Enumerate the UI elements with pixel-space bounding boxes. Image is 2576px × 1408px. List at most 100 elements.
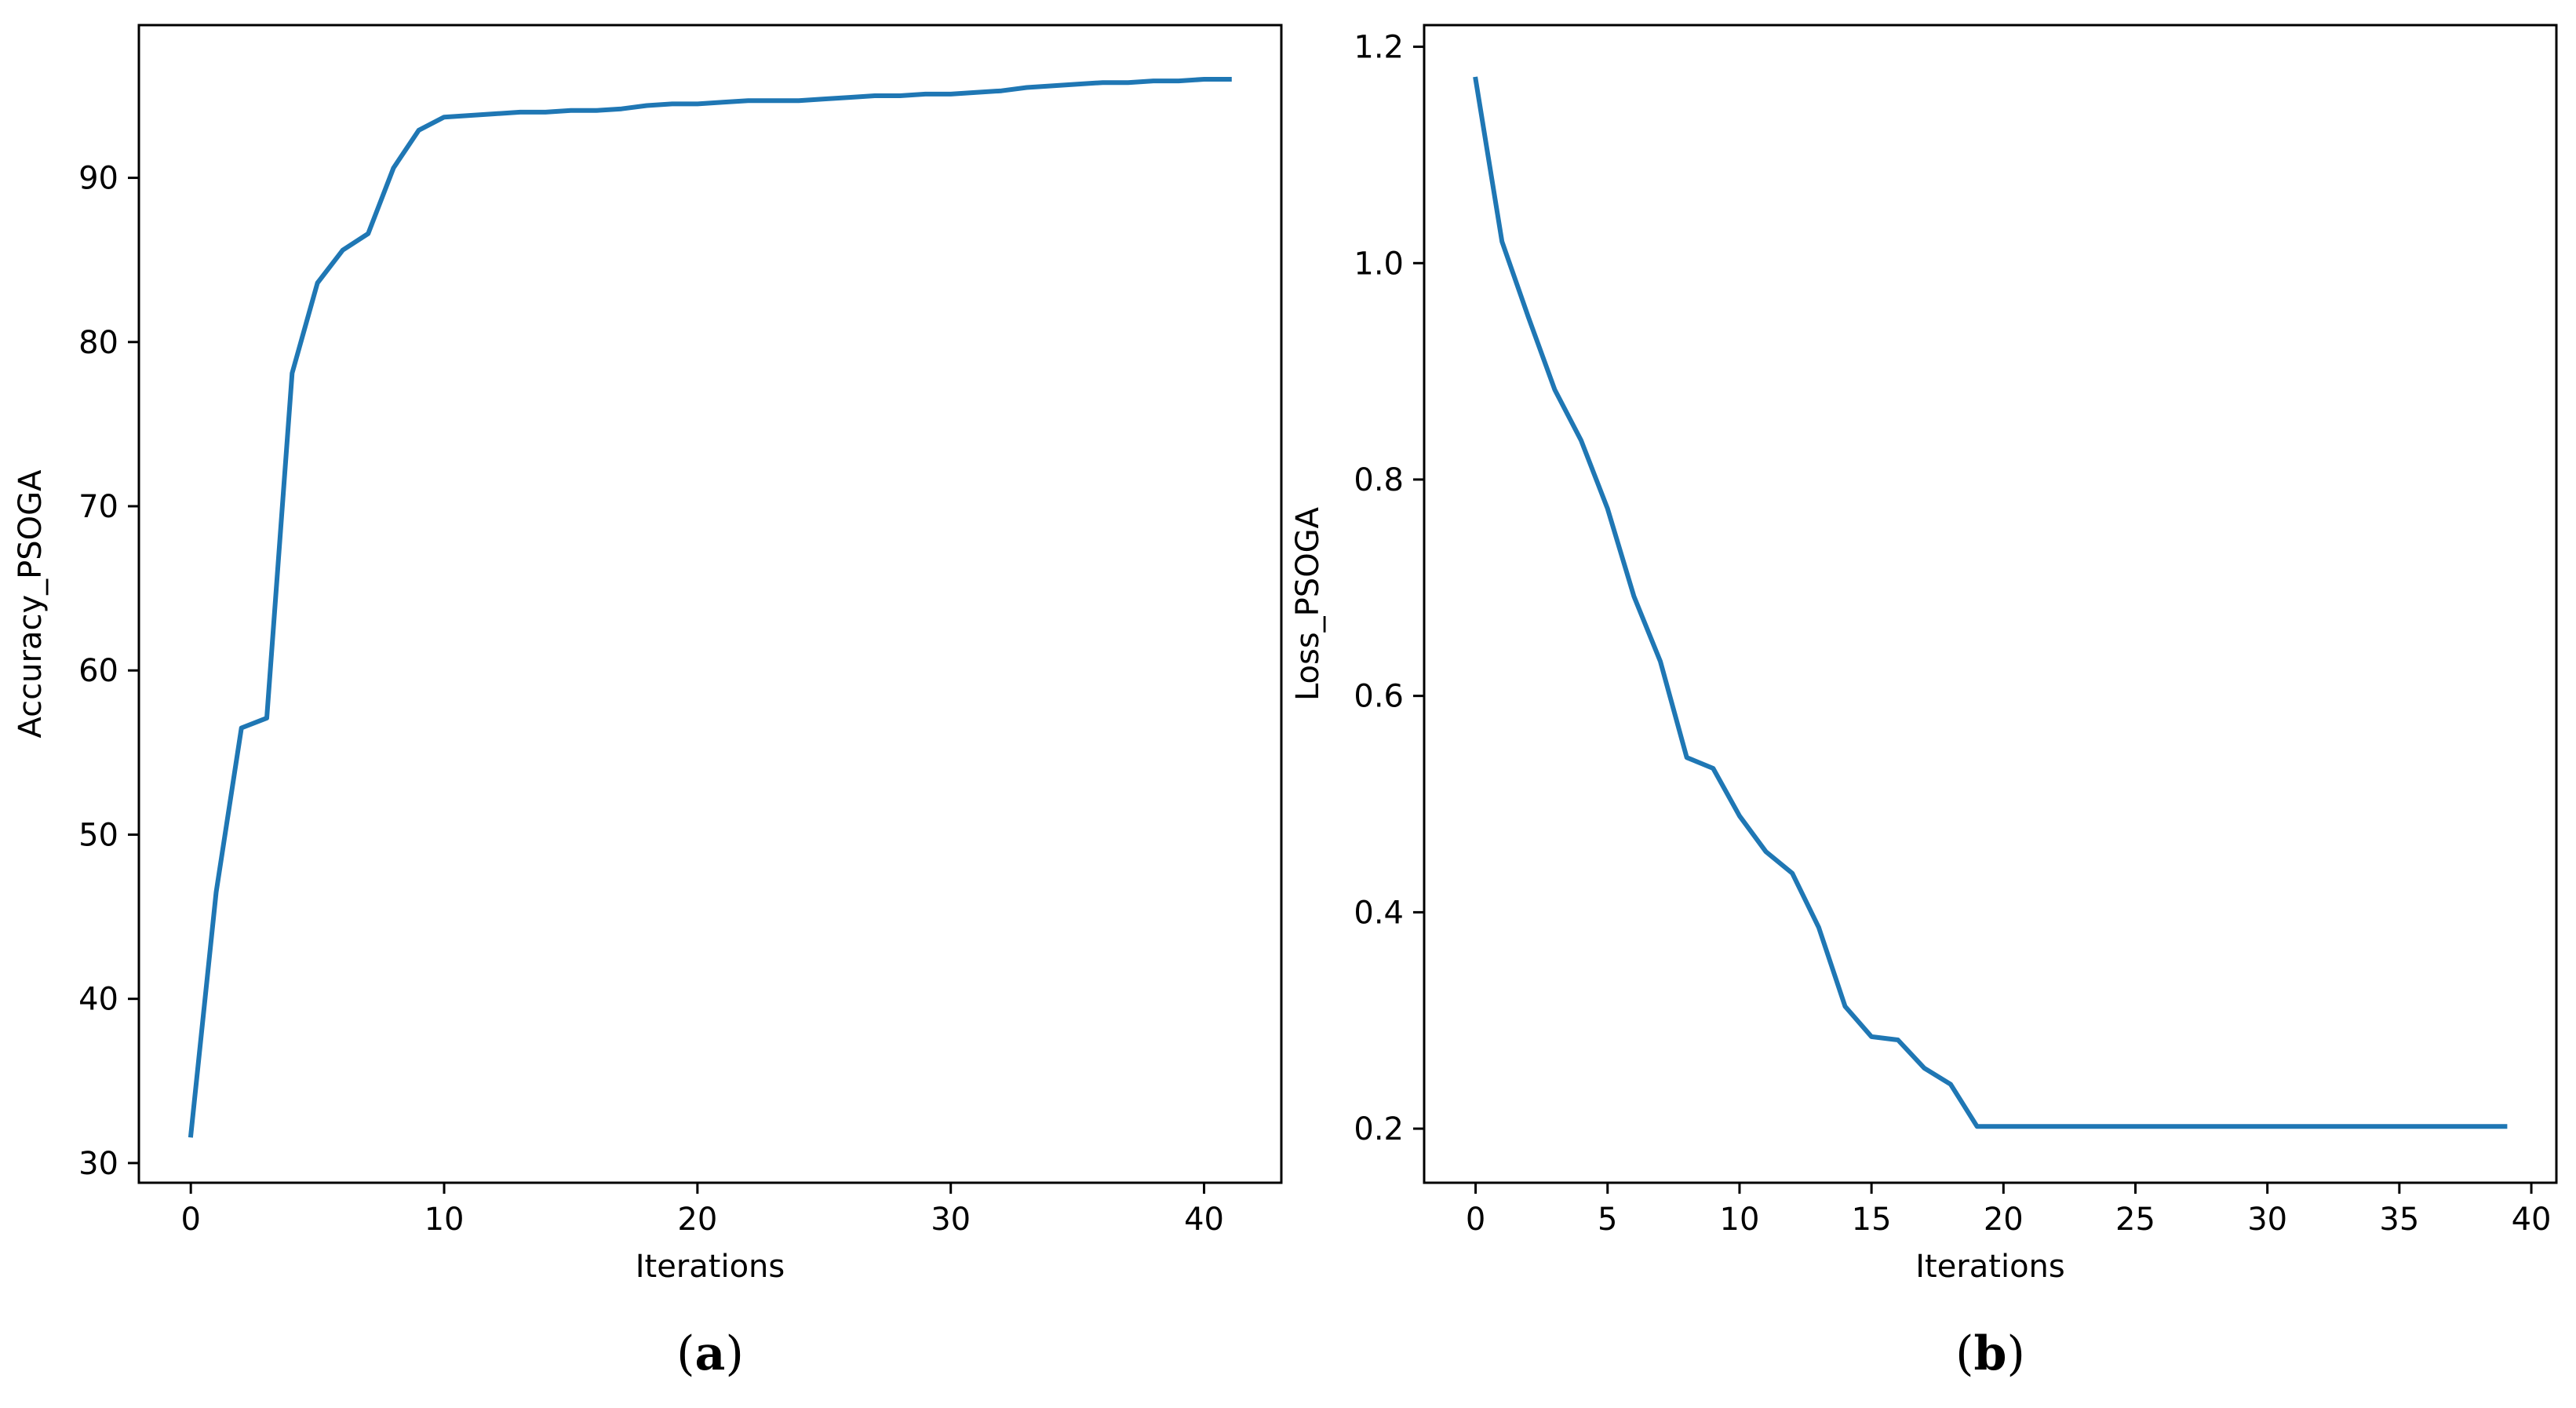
data-point xyxy=(315,281,320,286)
data-point xyxy=(2476,1124,2481,1129)
y-tick-label: 40 xyxy=(78,982,118,1018)
data-point xyxy=(290,371,294,376)
data-point xyxy=(417,128,421,133)
y-tick-label: 50 xyxy=(78,817,118,853)
y-tick-label: 0.6 xyxy=(1354,679,1404,715)
data-point xyxy=(822,97,826,101)
x-tick-label: 15 xyxy=(1852,1202,1892,1238)
data-point xyxy=(999,89,1004,93)
data-point xyxy=(1126,80,1131,85)
data-point xyxy=(239,726,244,731)
data-point xyxy=(2028,1124,2032,1129)
data-point xyxy=(1896,1038,1900,1042)
data-point xyxy=(1025,86,1029,90)
data-point xyxy=(2502,1124,2507,1129)
data-point xyxy=(974,90,978,95)
series-line xyxy=(1473,76,2508,1129)
x-tick-label: 20 xyxy=(677,1202,717,1238)
data-point xyxy=(188,1133,193,1137)
x-tick-label: 10 xyxy=(1720,1202,1760,1238)
data-point xyxy=(2424,1124,2428,1129)
data-point xyxy=(1975,1124,1980,1129)
data-point xyxy=(341,248,345,253)
data-point xyxy=(745,98,750,103)
data-point xyxy=(1151,78,1156,83)
data-point xyxy=(1499,239,1504,244)
x-tick-label: 10 xyxy=(424,1202,465,1238)
data-point xyxy=(1685,755,1689,760)
series-line xyxy=(188,77,1232,1138)
data-point xyxy=(873,93,877,98)
data-point xyxy=(644,104,649,108)
data-point xyxy=(1658,659,1663,664)
y-tick-label: 1.0 xyxy=(1354,246,1404,282)
x-tick-label: 0 xyxy=(180,1202,200,1238)
plot-frame xyxy=(1423,24,2558,1184)
data-point xyxy=(543,110,548,115)
data-point xyxy=(2159,1124,2164,1129)
data-point xyxy=(1553,388,1558,392)
x-tick-label: 30 xyxy=(931,1202,971,1238)
x-axis-label: Iterations xyxy=(636,1249,785,1285)
plot-frame xyxy=(137,24,1283,1184)
data-point xyxy=(695,101,700,106)
data-point xyxy=(2265,1124,2270,1129)
x-tick-label: 25 xyxy=(2115,1202,2155,1238)
data-point xyxy=(1176,78,1181,83)
y-tick-label: 60 xyxy=(78,653,118,689)
panel-label: (b) xyxy=(1955,1326,2025,1381)
data-point xyxy=(1050,83,1055,88)
data-point xyxy=(594,108,599,113)
data-point xyxy=(1922,1066,1926,1071)
data-point xyxy=(2370,1124,2375,1129)
data-point xyxy=(442,115,446,119)
data-point xyxy=(2080,1124,2085,1129)
data-point xyxy=(720,100,725,104)
data-point xyxy=(1100,80,1105,85)
data-point xyxy=(1202,77,1207,82)
x-tick-label: 40 xyxy=(1184,1202,1224,1238)
x-tick-label: 0 xyxy=(1466,1202,1485,1238)
y-axis-label: Loss_PSOGA xyxy=(1290,506,1326,701)
data-point xyxy=(1790,871,1794,876)
data-point xyxy=(898,93,902,98)
data-point xyxy=(2212,1124,2217,1129)
data-point xyxy=(2239,1124,2243,1129)
data-point xyxy=(467,113,472,118)
data-point xyxy=(1631,594,1636,599)
data-point xyxy=(1526,315,1531,319)
data-point xyxy=(949,92,953,97)
data-point xyxy=(1843,1004,1848,1009)
panel-label: (a) xyxy=(676,1326,744,1381)
y-tick-label: 0.2 xyxy=(1354,1111,1404,1147)
data-point xyxy=(1075,82,1080,86)
data-point xyxy=(1816,925,1821,930)
x-tick-label: 20 xyxy=(1984,1202,2024,1238)
data-point xyxy=(1869,1034,1874,1039)
data-point xyxy=(796,98,801,103)
data-point xyxy=(1474,77,1478,82)
data-point xyxy=(518,110,523,115)
y-tick-label: 0.4 xyxy=(1354,895,1404,931)
data-point xyxy=(2345,1124,2349,1129)
y-tick-label: 30 xyxy=(78,1146,118,1182)
data-point xyxy=(2186,1124,2191,1129)
data-point xyxy=(1737,814,1742,819)
data-point xyxy=(366,232,370,236)
x-tick-label: 35 xyxy=(2379,1202,2419,1238)
data-point xyxy=(392,166,396,170)
y-tick-label: 1.2 xyxy=(1354,30,1404,66)
data-point xyxy=(670,101,675,106)
data-point xyxy=(923,92,927,97)
data-point xyxy=(771,98,776,103)
data-point xyxy=(2318,1124,2323,1129)
data-point xyxy=(2001,1124,2006,1129)
y-tick-label: 70 xyxy=(78,489,118,525)
data-point xyxy=(2107,1124,2111,1129)
data-point xyxy=(2450,1124,2454,1129)
data-point xyxy=(1711,766,1715,771)
data-point xyxy=(214,890,219,895)
data-point xyxy=(1227,77,1232,82)
y-tick-label: 90 xyxy=(78,161,118,197)
